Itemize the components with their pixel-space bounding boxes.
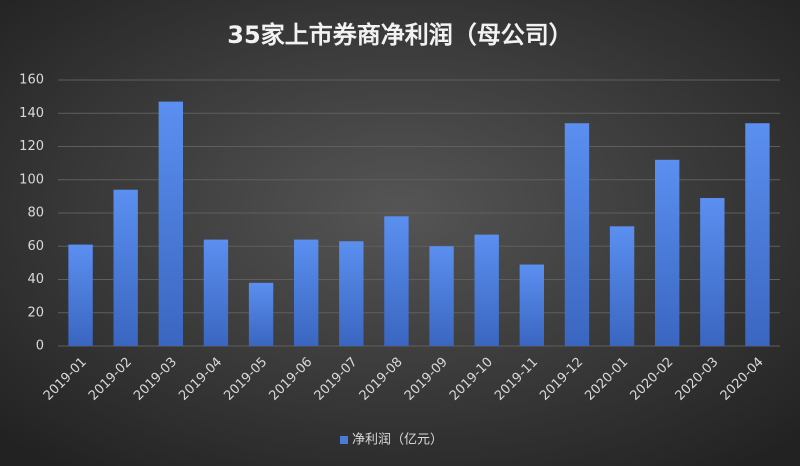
bar — [655, 159, 680, 346]
bar — [113, 189, 138, 346]
chart-title: 35家上市券商净利润（母公司） — [227, 21, 572, 49]
bar — [745, 123, 770, 346]
bar — [609, 226, 635, 346]
y-tick-label: 40 — [27, 272, 44, 287]
y-tick-label: 80 — [27, 206, 44, 221]
legend-swatch — [340, 436, 348, 444]
bar — [68, 244, 93, 346]
bar — [203, 239, 229, 346]
bar — [158, 101, 183, 346]
bar — [294, 239, 319, 346]
bar — [429, 246, 454, 346]
bar — [519, 264, 544, 346]
y-tick-label: 100 — [19, 172, 44, 187]
y-tick-label: 160 — [19, 73, 44, 88]
bar — [384, 216, 409, 346]
bar — [248, 282, 274, 346]
bar — [339, 241, 364, 346]
y-tick-label: 60 — [27, 239, 44, 254]
y-tick-label: 0 — [36, 339, 44, 354]
y-tick-label: 120 — [19, 139, 44, 154]
bar — [474, 234, 499, 346]
bar — [700, 198, 725, 346]
legend-label: 净利润（亿元） — [352, 433, 443, 448]
bar — [564, 123, 590, 346]
y-tick-label: 140 — [19, 106, 44, 121]
y-tick-label: 20 — [27, 305, 44, 320]
